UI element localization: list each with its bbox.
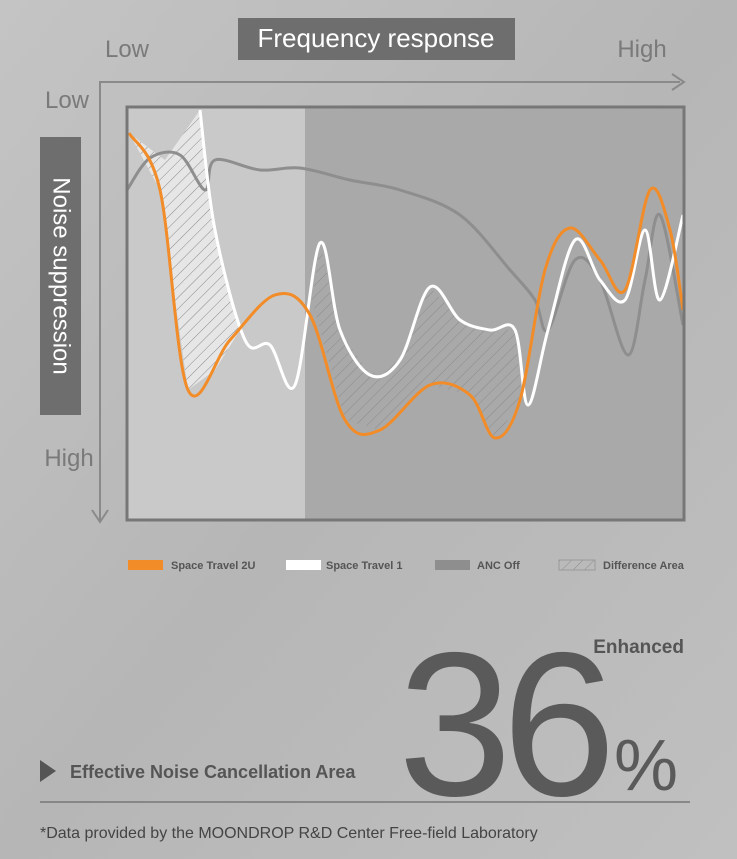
axis-arrow <box>671 73 686 91</box>
y-low: Low <box>45 87 90 114</box>
footnote: *Data provided by the MOONDROP R&D Cente… <box>40 825 538 842</box>
legend-label: Space Travel 2U <box>171 560 255 572</box>
big-number: 36 <box>398 610 607 839</box>
x-low: Low <box>105 36 150 63</box>
axis-frame <box>99 81 680 520</box>
space-travel-2u-curve <box>127 132 685 440</box>
plot-band <box>305 107 684 520</box>
legend-label: Difference Area <box>603 560 685 572</box>
curves <box>125 109 685 440</box>
caption: Effective Noise Cancellation Area <box>70 762 356 782</box>
legend-swatch <box>128 560 163 570</box>
legend-swatch <box>286 560 321 570</box>
title-box <box>238 18 515 60</box>
y-high: High <box>44 445 93 472</box>
space-travel-1-curve <box>198 109 685 407</box>
y-title-box <box>40 137 81 415</box>
bullet <box>40 760 56 782</box>
legend-swatch <box>558 559 596 571</box>
anc-off-curve <box>125 150 685 357</box>
difference-area <box>312 243 522 438</box>
legend-label: Space Travel 1 <box>326 560 402 572</box>
axis-arrow <box>91 509 109 524</box>
x-high: High <box>617 36 666 63</box>
legend-label: ANC Off <box>477 560 520 572</box>
big-unit: % <box>614 726 678 806</box>
plot-frame <box>125 105 686 522</box>
badge: Enhanced <box>593 637 684 658</box>
legend-swatch <box>435 560 470 570</box>
title: Frequency response <box>257 23 494 53</box>
y-title: Noise suppression <box>48 177 75 374</box>
